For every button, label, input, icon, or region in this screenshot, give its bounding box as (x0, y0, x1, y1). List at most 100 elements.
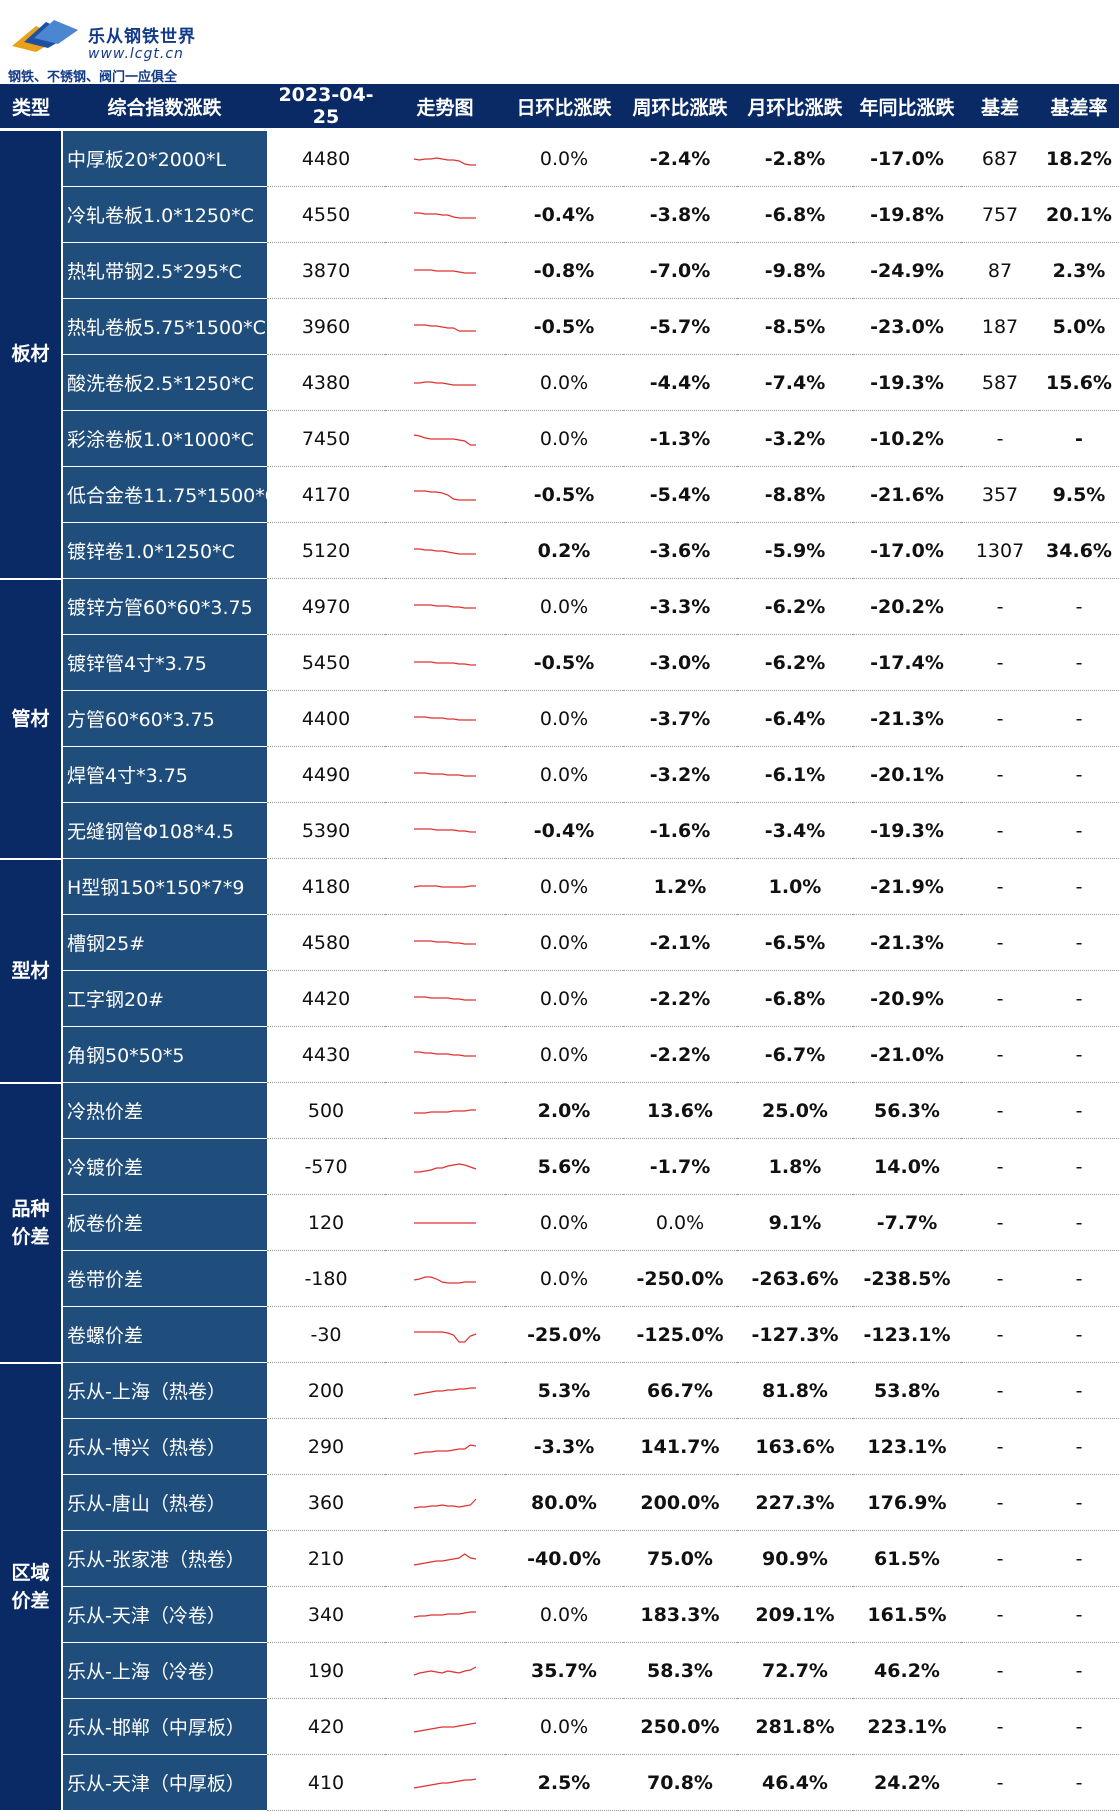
sparkline-line (413, 156, 476, 166)
col-basis-rate: 基差率 (1039, 84, 1119, 131)
day-change: 0.0% (505, 690, 623, 747)
basis-rate-value: - (1039, 1698, 1119, 1755)
sparkline-chart (414, 1221, 476, 1224)
week-change: -1.3% (623, 410, 737, 467)
month-change: 1.8% (737, 1138, 853, 1195)
product-name: H型钢150*150*7*9 (62, 858, 267, 915)
trend-sparkline (385, 746, 505, 803)
month-change: -6.8% (737, 186, 853, 243)
basis-rate-value: - (1039, 634, 1119, 691)
sparkline-line (414, 380, 476, 386)
col-index: 综合指数涨跌 (62, 84, 267, 131)
week-change: -2.2% (623, 970, 737, 1027)
trend-sparkline (385, 1194, 505, 1251)
trend-sparkline (385, 1754, 505, 1811)
trend-sparkline (385, 1082, 505, 1139)
year-change: 56.3% (853, 1082, 961, 1139)
trend-sparkline (385, 354, 505, 411)
day-change: 2.5% (505, 1754, 623, 1811)
month-change: -6.7% (737, 1026, 853, 1083)
trend-sparkline (385, 1250, 505, 1307)
day-change: -0.4% (505, 186, 623, 243)
basis-rate-value: - (1039, 1474, 1119, 1531)
product-name: 冷镀价差 (62, 1138, 267, 1195)
week-change: 141.7% (623, 1418, 737, 1475)
table-row: 酸洗卷板2.5*1250*C 4380 0.0% -4.4% -7.4% -19.3% 58… (0, 354, 1119, 411)
table-row: 工字钢20# 4420 0.0% -2.2% -6.8% -20.9% - - (0, 970, 1119, 1027)
week-change: -5.4% (623, 466, 737, 523)
year-change: 53.8% (853, 1362, 961, 1419)
sparkline-line (414, 771, 476, 777)
table-row: 卷带价差 -180 0.0% -250.0% -263.6% -238.5% - - (0, 1250, 1119, 1307)
product-name: 乐从-邯郸（中厚板） (62, 1698, 267, 1755)
product-name: 镀锌管4寸*3.75 (62, 634, 267, 691)
product-name: 乐从-张家港（热卷） (62, 1530, 267, 1587)
year-change: -19.3% (853, 802, 961, 859)
sparkline-chart (413, 1498, 477, 1509)
sparkline-chart (414, 603, 476, 609)
basis-value: - (961, 1642, 1039, 1699)
year-change: 176.9% (853, 1474, 961, 1531)
logo-url: www.lcgt.cn (88, 46, 184, 62)
year-change: -21.3% (853, 690, 961, 747)
trend-sparkline (385, 1306, 505, 1363)
sparkline-line (414, 939, 476, 945)
basis-value: - (961, 802, 1039, 859)
month-change: -6.8% (737, 970, 853, 1027)
trend-sparkline (385, 1530, 505, 1587)
product-name: 镀锌卷1.0*1250*C (62, 522, 267, 579)
basis-value: - (961, 1250, 1039, 1307)
year-change: -123.1% (853, 1306, 961, 1363)
day-change: 0.2% (505, 522, 623, 579)
year-change: -21.0% (853, 1026, 961, 1083)
day-change: 0.0% (505, 1026, 623, 1083)
basis-rate-value: 34.6% (1039, 522, 1119, 579)
sparkline-line (414, 715, 476, 721)
col-type: 类型 (0, 84, 62, 131)
sparkline-chart (414, 715, 476, 721)
basis-value: - (961, 1698, 1039, 1755)
day-change: -3.3% (505, 1418, 623, 1475)
year-change: -238.5% (853, 1250, 961, 1307)
product-name: 彩涂卷板1.0*1000*C (62, 410, 267, 467)
basis-rate-value: - (1039, 1250, 1119, 1307)
year-change: -21.9% (853, 858, 961, 915)
table-row: 品种 价差 冷热价差 500 2.0% 13.6% 25.0% 56.3% - - (0, 1082, 1119, 1364)
table-row: 板卷价差 120 0.0% 0.0% 9.1% -7.7% - - (0, 1194, 1119, 1251)
sparkline-chart (414, 268, 476, 274)
basis-rate-value: - (1039, 1026, 1119, 1083)
index-value: 190 (267, 1642, 385, 1699)
day-change: 35.7% (505, 1642, 623, 1699)
sparkline-line (414, 603, 476, 609)
day-change: -0.5% (505, 466, 623, 523)
basis-rate-value: - (1039, 1642, 1119, 1699)
index-value: 4480 (267, 129, 385, 187)
table-row: 乐从-天津（冷卷） 340 0.0% 183.3% 209.1% 161.5% - - (0, 1586, 1119, 1643)
basis-rate-value: - (1039, 1082, 1119, 1139)
sparkline-chart (413, 1386, 476, 1396)
week-change: -4.4% (623, 354, 737, 411)
trend-sparkline (385, 690, 505, 747)
index-value: 4170 (267, 466, 385, 523)
table-row: 冷镀价差 -570 5.6% -1.7% 1.8% 14.0% - - (0, 1138, 1119, 1195)
sparkline-line (414, 323, 476, 332)
year-change: -19.3% (853, 354, 961, 411)
week-change: -3.3% (623, 578, 737, 635)
category-cell: 板材 (0, 129, 63, 580)
basis-rate-value: - (1039, 802, 1119, 859)
product-name: 冷热价差 (62, 1082, 267, 1139)
week-change: -3.8% (623, 186, 737, 243)
product-name: 冷轧卷板1.0*1250*C (62, 186, 267, 243)
sparkline-line (413, 884, 476, 888)
sparkline-chart (413, 1610, 476, 1618)
year-change: -7.7% (853, 1194, 961, 1251)
year-change: -20.2% (853, 578, 961, 635)
table-row: 乐从-上海（冷卷） 190 35.7% 58.3% 72.7% 46.2% - - (0, 1642, 1119, 1699)
sparkline-chart (414, 1108, 476, 1114)
product-name: 板卷价差 (62, 1194, 267, 1251)
basis-rate-value: - (1039, 746, 1119, 803)
basis-rate-value: 9.5% (1039, 466, 1119, 523)
day-change: 0.0% (505, 1586, 623, 1643)
sparkline-line (414, 1108, 476, 1114)
week-change: 66.7% (623, 1362, 737, 1419)
